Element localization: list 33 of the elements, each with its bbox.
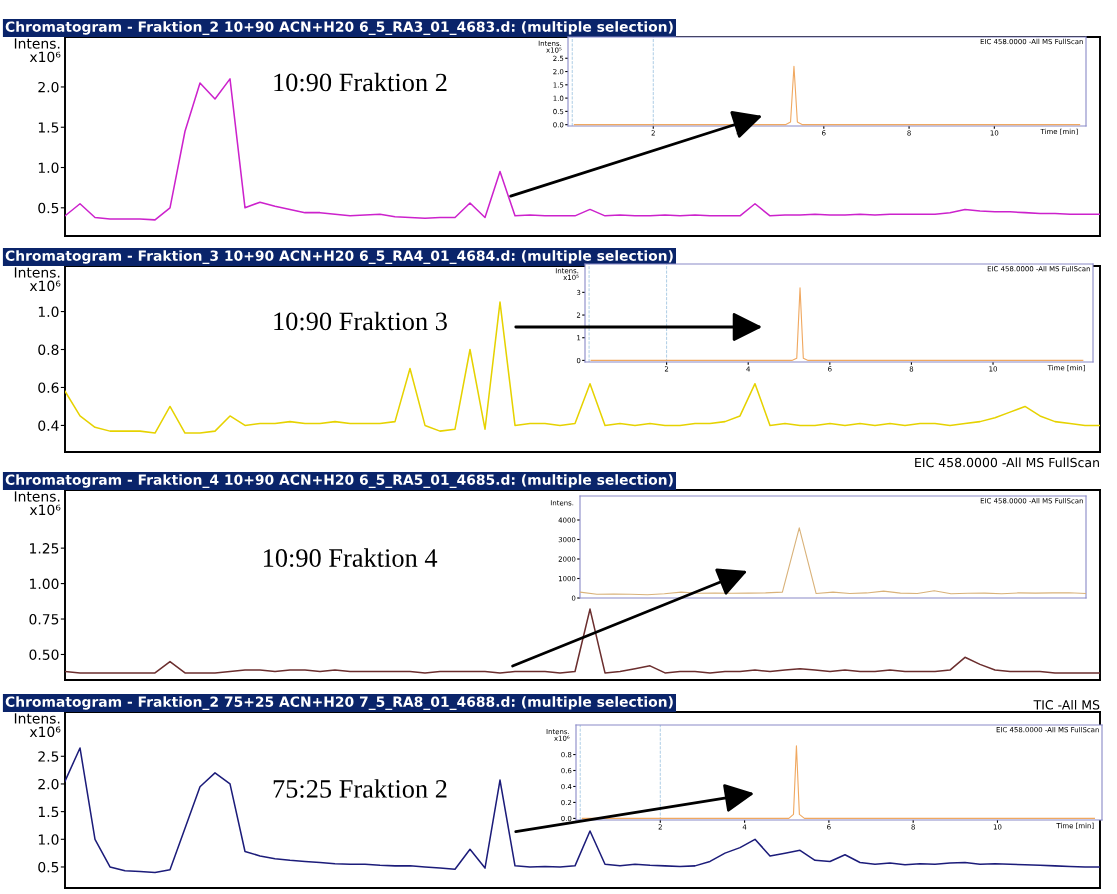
y-tick-label: 1.00 (30, 578, 59, 590)
annotation: 75:25 Fraktion 2 (273, 779, 447, 798)
annotation: 10:90 Fraktion 3 (274, 311, 447, 331)
y-axis-title: Intens. x10⁶ (14, 267, 61, 292)
line-series (65, 608, 1100, 674)
y-tick-label: 1.0 (38, 162, 59, 173)
y-tick-label: 0.4 (38, 420, 59, 431)
annotation: 10:90 Fraktion 4 (263, 548, 438, 568)
y-axis-title: Intens. x10⁶ (14, 713, 61, 738)
y-tick-label: 0.50 (29, 649, 59, 660)
y-tick-label: 0.8 (38, 344, 59, 355)
y-tick-label: 0.75 (29, 614, 59, 625)
y-tick-label: 1.25 (30, 543, 59, 554)
y-tick-label: 1.0 (38, 834, 59, 845)
y-tick-label: 2.0 (38, 778, 59, 790)
y-tick-label: 1.0 (38, 306, 59, 318)
y-tick-label: 2.5 (38, 751, 59, 762)
y-tick-label: 0.6 (38, 382, 59, 393)
text: TIC -All MS (1033, 699, 1100, 710)
line-series (65, 301, 1100, 434)
chart-title: Chromatogram - Fraktion_2 75+25 ACN+H20 7_5_RA8_01_4688.d: (multiple selection) (5, 696, 673, 710)
y-axis-title: Intens. x10⁶ (14, 491, 61, 516)
chart-title: Chromatogram - Fraktion_3 10+90 ACN+H20 6_5_RA4_01_4684.d: (multiple selection) (5, 250, 673, 264)
chart-title: Chromatogram - Fraktion_2 10+90 ACN+H20 6_5_RA3_01_4683.d: (multiple selection) (5, 21, 673, 35)
y-tick-label: 1.5 (38, 806, 59, 818)
annotation: 10:90 Fraktion 2 (274, 72, 447, 92)
y-tick-label: 0.5 (38, 202, 59, 214)
y-axis-title: Intens. x10⁶ (14, 38, 61, 63)
y-tick-label: 0.5 (38, 861, 59, 873)
text: EIC 458.0000 -All MS FullScan (915, 457, 1099, 468)
y-tick-label: 2.0 (38, 81, 59, 93)
chart-title: Chromatogram - Fraktion_4 10+90 ACN+H20 6_5_RA5_01_4685.d: (multiple selection) (5, 474, 673, 488)
y-tick-label: 1.5 (38, 122, 59, 133)
